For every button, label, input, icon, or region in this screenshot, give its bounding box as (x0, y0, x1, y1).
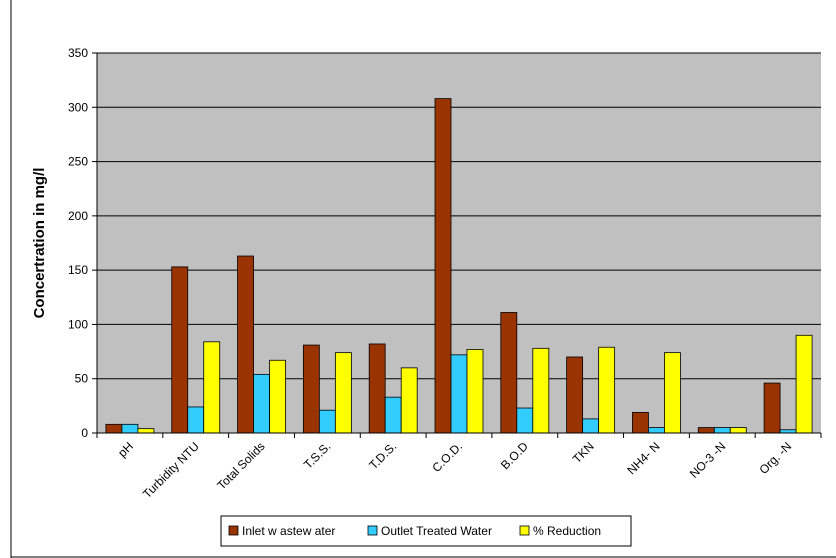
bar (237, 255, 254, 434)
y-tick-label: 200 (68, 209, 88, 223)
x-tick-label: Org. -N (756, 439, 794, 477)
bar (763, 382, 781, 434)
bar (253, 373, 270, 434)
bar (632, 411, 649, 434)
x-tick-label: T.S.S. (301, 439, 334, 472)
y-tick-labels: 0 50 100 150 200 250 300 350 (68, 46, 88, 440)
x-tick-labels: pH Turbidity NTU Total Solids T.S.S. T.D.S. C… (115, 439, 794, 501)
bar (203, 341, 221, 434)
bar (400, 367, 418, 434)
bar (187, 406, 205, 434)
legend-swatch (367, 525, 378, 536)
bar (697, 427, 715, 434)
bar (434, 98, 452, 434)
bars (105, 98, 813, 434)
y-tick-label: 100 (68, 317, 88, 331)
bar (664, 352, 681, 434)
legend: Inlet w astew ater Outlet Treated Water % … (220, 515, 632, 547)
bar (384, 396, 402, 434)
y-tick-label: 50 (75, 372, 89, 386)
y-tick-label: 0 (81, 426, 88, 440)
x-tick-label: NO-3 -N (687, 439, 728, 480)
bar (269, 359, 286, 434)
bar (566, 356, 584, 434)
bar (648, 427, 665, 434)
bar (171, 266, 189, 434)
x-tick-label: Turbidity NTU (140, 439, 202, 501)
legend-label: Inlet w astew ater (242, 524, 335, 538)
y-tick-label: 150 (68, 263, 88, 277)
y-tick-label: 350 (68, 46, 88, 60)
x-tick-label: TKN (570, 439, 597, 466)
bar (582, 418, 600, 434)
legend-label: % Reduction (533, 524, 601, 538)
bar (450, 354, 468, 434)
x-tick-label: pH (115, 439, 136, 460)
y-axis-label: Concertration in mg/l (31, 168, 48, 319)
bar (121, 423, 139, 434)
bar (532, 347, 550, 434)
x-tick-label: Total Solids (214, 439, 267, 492)
bar (500, 312, 518, 434)
bar (795, 334, 813, 434)
legend-swatch (228, 525, 239, 536)
bar (302, 344, 320, 434)
x-tick-label: NH4- N (624, 439, 662, 477)
bar (334, 352, 352, 434)
bar (516, 407, 534, 434)
bar (368, 343, 386, 434)
bar (466, 348, 484, 434)
legend-label: Outlet Treated Water (381, 524, 492, 538)
bar (713, 427, 731, 434)
legend-swatch (519, 525, 530, 536)
bar (598, 346, 616, 434)
x-tick-label: T.D.S. (366, 439, 399, 472)
bar (105, 423, 123, 434)
axes (96, 53, 822, 438)
x-tick-label: B.O.D (498, 439, 531, 472)
x-tick-label: C.O.D. (429, 439, 465, 475)
legend-box (220, 515, 632, 547)
bar (729, 427, 747, 434)
y-tick-label: 300 (68, 100, 88, 114)
y-tick-label: 250 (68, 155, 88, 169)
bar (318, 409, 336, 434)
bar (137, 428, 155, 434)
